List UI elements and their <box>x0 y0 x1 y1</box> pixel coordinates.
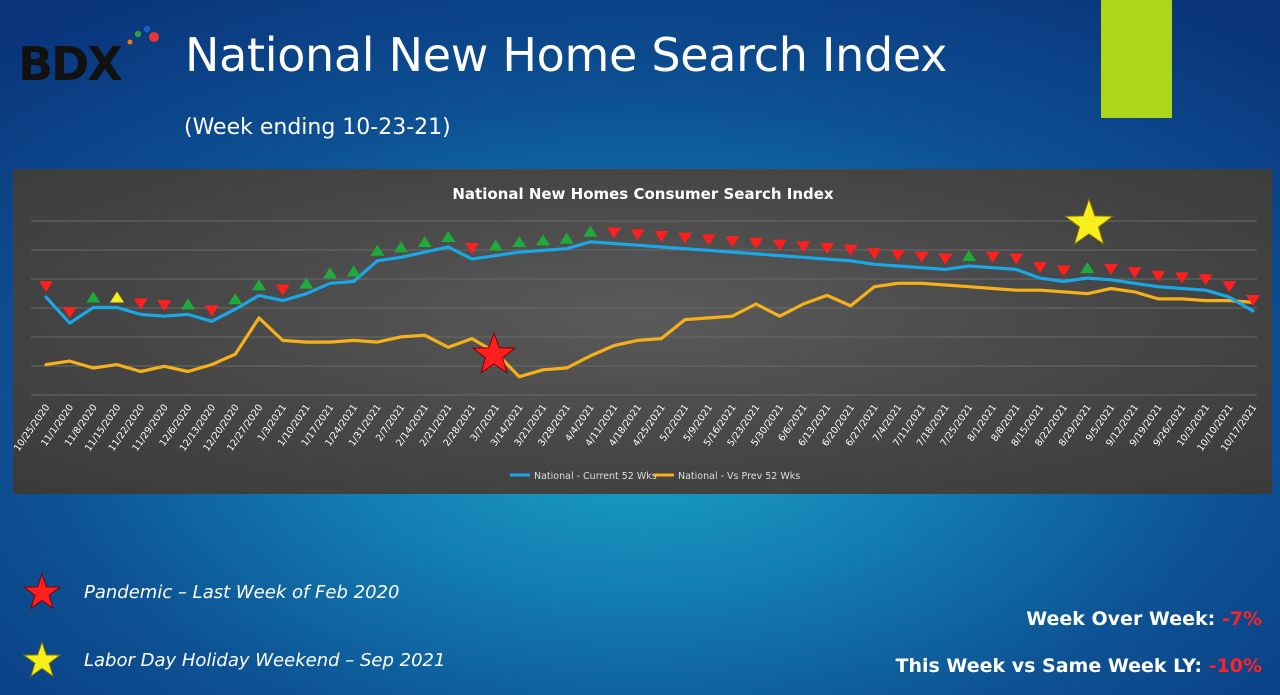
yoy-value: -10% <box>1208 655 1262 677</box>
data-point-marker <box>701 234 716 246</box>
legend-note-text: Pandemic – Last Week of Feb 2020 <box>84 582 400 603</box>
data-point-marker <box>820 243 834 255</box>
data-point-marker <box>962 249 976 261</box>
data-point-marker <box>654 230 669 242</box>
data-point-marker <box>1104 263 1118 275</box>
year-over-year-stat: This Week vs Same Week LY: -10% <box>896 655 1263 677</box>
data-point-marker <box>465 243 479 255</box>
data-point-marker <box>1198 274 1213 286</box>
data-point-marker <box>1009 253 1024 265</box>
chart-annotations <box>471 197 1115 374</box>
data-point-marker <box>1175 272 1189 284</box>
data-point-marker <box>938 253 953 265</box>
data-point-marker <box>678 232 692 244</box>
data-point-marker <box>630 229 645 241</box>
legend-note-text: Labor Day Holiday Weekend – Sep 2021 <box>84 650 446 671</box>
data-point-marker <box>275 284 290 296</box>
red-star-icon <box>471 331 517 374</box>
page-title: National New Home Search Index <box>185 28 948 82</box>
data-point-marker <box>843 244 858 256</box>
data-point-marker <box>914 251 929 263</box>
data-point-marker <box>441 230 456 242</box>
data-point-marker <box>985 251 1000 263</box>
data-point-marker <box>370 244 385 256</box>
legend-note-pandemic: Pandemic – Last Week of Feb 2020 <box>18 572 448 612</box>
week-over-week-stat: Week Over Week: -7% <box>1026 608 1262 630</box>
data-point-marker <box>725 236 740 248</box>
wow-label: Week Over Week: <box>1026 608 1216 630</box>
data-point-marker <box>1127 267 1142 279</box>
data-point-marker <box>536 234 550 246</box>
data-point-marker <box>867 248 882 260</box>
yellow-star-icon <box>22 640 62 678</box>
svg-text:BDX: BDX <box>18 37 122 86</box>
data-point-marker <box>346 265 361 277</box>
data-point-marker <box>181 298 195 310</box>
data-point-marker <box>39 281 53 293</box>
data-point-marker <box>252 279 266 291</box>
data-point-marker <box>607 227 621 239</box>
yellow-star-icon <box>1063 197 1115 246</box>
legend-label-0: National - Current 52 Wks <box>534 471 657 482</box>
data-point-marker <box>157 300 172 312</box>
data-point-marker <box>204 305 219 317</box>
yoy-label: This Week vs Same Week LY: <box>895 655 1203 677</box>
chart-legend: National - Current 52 Wks National - Vs P… <box>510 471 800 482</box>
data-point-marker <box>488 239 503 251</box>
wow-value: -7% <box>1221 608 1262 630</box>
data-point-marker <box>559 232 574 244</box>
data-point-marker <box>796 241 811 253</box>
data-point-marker <box>772 239 787 251</box>
legend-note-labor-day: Labor Day Holiday Weekend – Sep 2021 <box>18 640 448 680</box>
data-point-marker <box>299 277 314 289</box>
data-point-marker <box>749 237 763 249</box>
data-point-marker <box>891 249 905 261</box>
series-markers <box>39 225 1260 319</box>
data-point-marker <box>133 298 148 310</box>
chart-panel: National New Homes Consumer Search Index… <box>13 169 1272 494</box>
red-star-icon <box>22 572 62 610</box>
data-point-marker <box>1080 262 1095 274</box>
data-point-marker <box>86 291 101 303</box>
data-point-marker <box>394 241 408 253</box>
data-point-marker <box>512 236 527 248</box>
accent-box <box>1101 0 1172 118</box>
page-subtitle: (Week ending 10-23-21) <box>184 115 451 140</box>
chart-title: National New Homes Consumer Search Index <box>452 185 834 203</box>
data-point-marker <box>323 267 337 279</box>
data-point-marker <box>583 225 598 237</box>
data-point-marker <box>62 307 77 319</box>
data-point-marker <box>110 291 124 303</box>
data-point-marker <box>1056 265 1071 277</box>
data-point-marker <box>228 293 243 305</box>
series-line-1 <box>44 281 1255 379</box>
line-chart: National New Homes Consumer Search Index… <box>13 185 1260 482</box>
data-point-marker <box>417 236 432 248</box>
data-point-marker <box>1246 294 1260 306</box>
data-point-marker <box>1033 262 1047 274</box>
legend-label-1: National - Vs Prev 52 Wks <box>678 471 800 482</box>
series-lines <box>44 240 1255 379</box>
series-line-0 <box>44 240 1255 325</box>
x-tick-labels: 10/25/202011/1/202011/8/202011/15/202011… <box>13 402 1259 453</box>
bdx-logo: BDX <box>18 25 159 86</box>
data-point-marker <box>1151 270 1166 282</box>
data-point-marker <box>1222 281 1237 293</box>
